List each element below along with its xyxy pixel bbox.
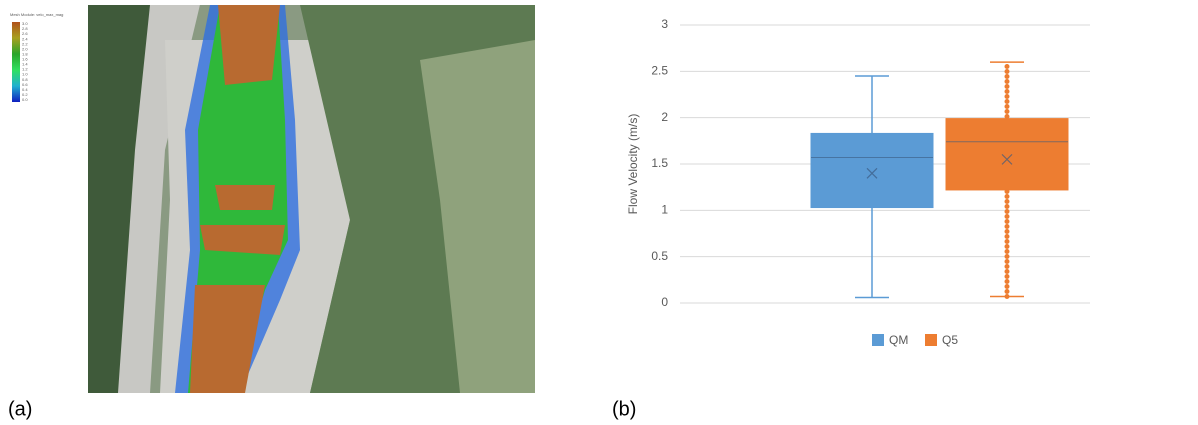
y-tick-label: 1.5 [651,156,668,170]
legend-swatch [872,334,884,346]
map-legend: Mesh Module: velo_max_mag [10,12,63,102]
panel-label: (a) [8,398,32,420]
y-tick-label: 0 [661,295,668,309]
box [946,119,1068,190]
y-axis-label: Flow Velocity (m/s) [626,114,640,215]
legend-label: QM [889,333,908,347]
legend-swatch [925,334,937,346]
map-legend-label: 0.0 [22,97,28,102]
y-tick-label: 2.5 [651,64,668,78]
box [811,133,933,207]
map-legend-title: Mesh Module: velo_max_mag [10,12,63,17]
y-tick-label: 1 [661,203,668,217]
figure: Mesh Module: velo_max_mag (a) (b) Flow V… [0,0,1198,425]
y-tick-label: 2 [661,110,668,124]
legend-label: Q5 [942,333,958,347]
panel-label: (b) [612,398,636,420]
y-tick-label: 3 [661,17,668,31]
aerial-map [88,5,535,393]
y-tick-label: 0.5 [651,249,668,263]
